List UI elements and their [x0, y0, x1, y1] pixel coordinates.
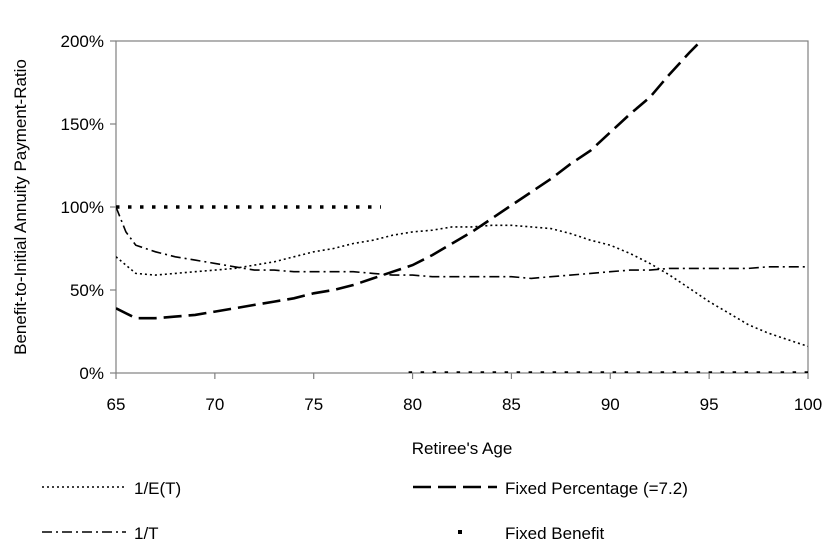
x-tick-label: 100: [794, 395, 822, 414]
x-tick-label: 95: [700, 395, 719, 414]
legend-label: Fixed Percentage (=7.2): [505, 479, 688, 498]
y-axis-title: Benefit-to-Initial Annuity Payment-Ratio: [11, 59, 30, 355]
legend-item-fixed-percentage-7-2: Fixed Percentage (=7.2): [413, 479, 688, 498]
x-tick-label: 70: [205, 395, 224, 414]
legend-label: Fixed Benefit: [505, 524, 604, 543]
series-line-1-t: [116, 206, 808, 280]
x-axis-title: Retiree's Age: [412, 439, 513, 458]
x-tick-label: 75: [304, 395, 323, 414]
x-tick-label: 65: [107, 395, 126, 414]
series-line-fixed-percentage-7-2: [116, 41, 703, 320]
legend-item-1-t: 1/T: [42, 524, 159, 543]
y-tick-label: 200%: [61, 32, 104, 51]
y-tick-label: 0%: [79, 364, 104, 383]
series-layer: [116, 41, 808, 373]
y-tick-label: 100%: [61, 198, 104, 217]
y-axis: 0% 50% 100% 150% 200%: [61, 32, 116, 383]
legend-swatch: [458, 530, 462, 534]
x-axis: 65 70 75 80 85 90 95 100: [107, 373, 822, 414]
x-tick-label: 85: [502, 395, 521, 414]
legend: 1/E(T) Fixed Percentage (=7.2) 1/T Fixed Be…: [42, 479, 688, 543]
x-tick-label: 80: [403, 395, 422, 414]
legend-label: 1/T: [134, 524, 159, 543]
y-tick-label: 150%: [61, 115, 104, 134]
y-tick-label: 50%: [70, 281, 104, 300]
legend-item-1-e-t: 1/E(T): [42, 479, 181, 498]
plot-area: [115, 40, 809, 374]
legend-item-fixed-benefit: Fixed Benefit: [458, 524, 604, 543]
series-line-1-e-t: [116, 224, 808, 348]
legend-label: 1/E(T): [134, 479, 181, 498]
x-tick-label: 90: [601, 395, 620, 414]
